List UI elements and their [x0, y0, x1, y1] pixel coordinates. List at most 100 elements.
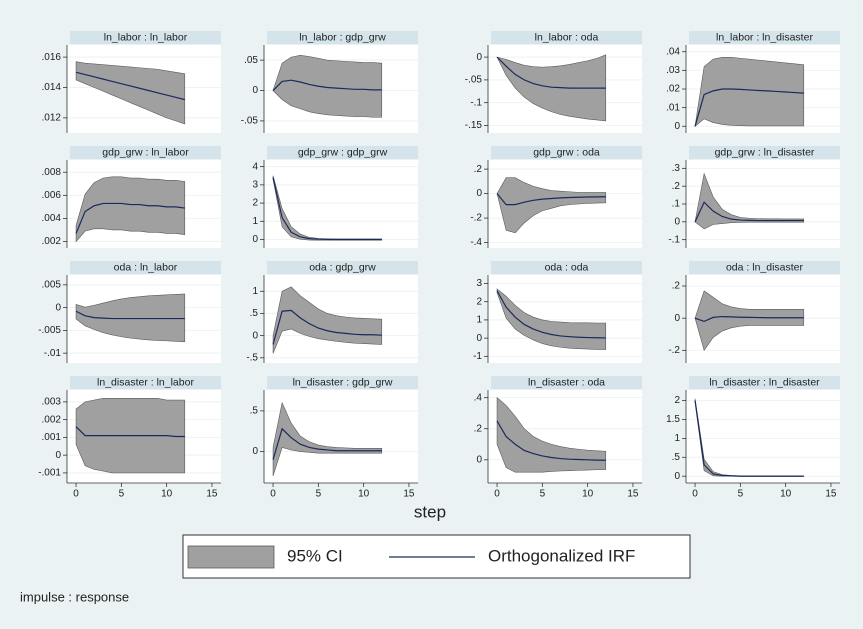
irf-line [272, 427, 382, 460]
y-tick-label: -.001 [38, 468, 61, 479]
y-tick-label: .004 [42, 213, 62, 224]
x-axis-label: step [414, 502, 446, 521]
x-tick-label: 5 [119, 489, 125, 500]
panel-title: gdp_grw : ln_disaster [715, 146, 815, 158]
y-tick-label: .014 [42, 82, 62, 93]
x-tick-label: 15 [403, 489, 415, 500]
panel-title-strip [491, 376, 642, 389]
y-tick-label: .4 [474, 392, 483, 403]
y-tick-label: -.2 [668, 345, 680, 356]
y-tick-label: 0 [252, 446, 258, 457]
y-tick-label: .5 [250, 406, 259, 417]
y-tick-label: -.1 [668, 234, 680, 245]
y-tick-label: -.05 [241, 116, 259, 127]
y-tick-label: .5 [672, 452, 681, 463]
y-tick-label: 0 [476, 188, 482, 199]
y-tick-label: 0 [674, 313, 680, 324]
y-tick-label: .006 [42, 190, 62, 201]
ci-band [496, 177, 607, 234]
y-tick-label: .03 [666, 65, 680, 76]
x-tick-label: 15 [206, 489, 218, 500]
y-tick-label: -.1 [470, 97, 482, 108]
irf-line [272, 309, 382, 345]
irf-line [75, 202, 185, 234]
x-tick-label: 10 [161, 489, 173, 500]
y-tick-label: 0 [674, 471, 680, 482]
ci-band [75, 61, 186, 125]
y-tick-label: .2 [474, 164, 483, 175]
legend-label: Orthogonalized IRF [488, 546, 635, 565]
panel-title: gdp_grw : gdp_grw [298, 146, 388, 158]
ci-band [75, 293, 186, 343]
panel-title-strip [267, 146, 418, 159]
y-tick-label: .04 [666, 46, 680, 57]
note: impulse : response [20, 589, 129, 604]
panel-title-strip [267, 31, 418, 44]
y-tick-label: 0 [674, 121, 680, 132]
irf-line [694, 201, 804, 223]
y-tick-label: 0 [476, 333, 482, 344]
legend-swatch [187, 545, 275, 569]
x-tick-label: 0 [494, 489, 500, 500]
y-tick-label: .002 [42, 414, 62, 425]
y-tick-label: 4 [252, 161, 258, 172]
irf-line [496, 56, 606, 89]
ci-band [496, 54, 607, 122]
ci-band [496, 288, 607, 350]
y-tick-label: -1 [473, 351, 482, 362]
y-tick-label: .1 [672, 199, 681, 210]
x-tick-label: 0 [73, 489, 79, 500]
x-tick-label: 15 [627, 489, 639, 500]
panel-title: ln_labor : ln_disaster [716, 31, 813, 43]
ci-band [75, 176, 186, 243]
ci-band [272, 175, 383, 241]
panel-title-strip [70, 376, 221, 389]
y-tick-label: -.05 [465, 75, 483, 86]
irf-line [694, 400, 804, 477]
y-tick-label: 1.5 [666, 414, 680, 425]
y-tick-label: .05 [244, 55, 258, 66]
x-tick-label: 5 [316, 489, 322, 500]
y-tick-label: -.5 [246, 352, 258, 363]
y-tick-label: .003 [42, 397, 62, 408]
panel-title: ln_labor : ln_labor [104, 31, 188, 43]
panel-title: gdp_grw : ln_labor [102, 146, 189, 158]
irf-line [496, 290, 606, 339]
ci-band [272, 401, 383, 477]
panel-title: ln_disaster : ln_disaster [709, 376, 820, 388]
y-tick-label: .2 [474, 423, 483, 434]
x-tick-label: 5 [540, 489, 546, 500]
panel-title-strip [70, 31, 221, 44]
panel-title: ln_disaster : oda [528, 376, 605, 388]
y-tick-label: -.4 [470, 237, 482, 248]
panel-title-strip [491, 261, 642, 274]
ci-band [694, 290, 805, 352]
panel-title-strip [689, 261, 840, 274]
y-tick-label: .001 [42, 432, 62, 443]
plot-area [264, 160, 418, 248]
y-tick-label: -.2 [470, 213, 482, 224]
irf-line [496, 420, 606, 461]
x-tick-label: 10 [582, 489, 594, 500]
panel-title-strip [70, 261, 221, 274]
panel-title-strip [267, 261, 418, 274]
y-tick-label: 0 [55, 302, 61, 313]
y-tick-label: .2 [672, 181, 681, 192]
y-tick-label: 2 [476, 296, 482, 307]
irf-line [694, 315, 804, 323]
panel-title-strip [689, 146, 840, 159]
irf-line [496, 193, 606, 206]
y-tick-label: 1 [252, 216, 258, 227]
y-tick-label: 0 [476, 52, 482, 63]
panel-title-strip [70, 146, 221, 159]
y-tick-label: -.01 [44, 348, 62, 359]
panel-title: oda : ln_labor [114, 261, 178, 273]
panel-title-strip [491, 146, 642, 159]
x-tick-label: 0 [270, 489, 276, 500]
y-tick-label: 3 [252, 180, 258, 191]
plot-area [686, 390, 840, 483]
irf-line [75, 310, 185, 320]
y-tick-label: 0 [55, 450, 61, 461]
y-tick-label: .02 [666, 84, 680, 95]
